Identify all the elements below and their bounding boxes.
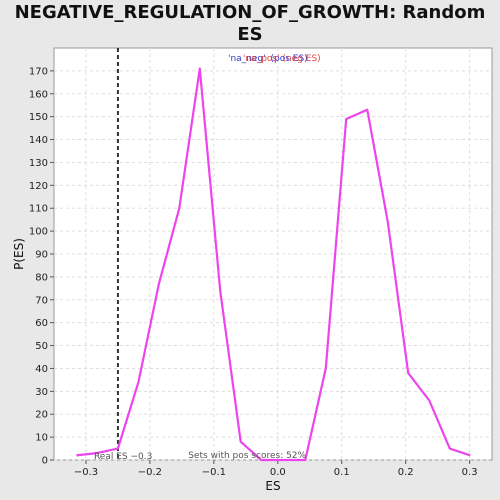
x-tick-label: 0.0: [270, 467, 286, 478]
y-tick-label: 20: [35, 410, 48, 421]
y-axis: 0 10 20 30 40 50 60 70 80 90 100 110 120 130 140 150 160…: [29, 66, 54, 467]
x-tick-label: 0.2: [398, 467, 414, 478]
x-axis-label: ES: [265, 479, 280, 493]
y-tick-label: 170: [29, 66, 48, 77]
real-es-label: Real ES −0.3: [94, 452, 152, 462]
legend-main: 'na_neg': [228, 54, 266, 64]
legend-neg: 'na_pos' (neg ES): [243, 54, 321, 64]
y-tick-label: 70: [35, 295, 48, 306]
x-tick-label: 0.3: [462, 467, 478, 478]
series-line: [76, 67, 471, 462]
y-tick-label: 100: [29, 227, 48, 238]
y-tick-label: 30: [35, 387, 48, 398]
y-tick-label: 110: [29, 204, 48, 215]
x-axis: −0.3 −0.2 −0.1 0.0 0.1 0.2 0.3: [74, 460, 478, 478]
y-tick-label: 160: [29, 89, 48, 100]
x-tick-label: −0.1: [202, 467, 226, 478]
legend: 'na_neg' (pos ES): [228, 54, 308, 64]
y-tick-label: 90: [35, 250, 48, 261]
y-tick-label: 150: [29, 112, 48, 123]
x-tick-label: −0.3: [74, 467, 98, 478]
y-tick-label: 120: [29, 181, 48, 192]
x-tick-label: −0.2: [138, 467, 162, 478]
y-tick-label: 50: [35, 341, 48, 352]
legend-pos: (pos ES): [271, 54, 308, 64]
pos-scores-label: Sets with pos scores: 52%: [188, 451, 306, 461]
y-tick-label: 130: [29, 158, 48, 169]
y-tick-label: 0: [42, 456, 48, 467]
y-tick-label: 80: [35, 272, 48, 283]
y-tick-label: 140: [29, 135, 48, 146]
grid: [54, 48, 492, 461]
y-tick-label: 40: [35, 364, 48, 375]
y-axis-label: P(ES): [12, 238, 26, 270]
y-tick-label: 10: [35, 433, 48, 444]
y-tick-label: 60: [35, 318, 48, 329]
x-tick-label: 0.1: [334, 467, 350, 478]
chart-title-line-1: NEGATIVE_REGULATION_OF_GROWTH: Random ES: [14, 2, 486, 45]
